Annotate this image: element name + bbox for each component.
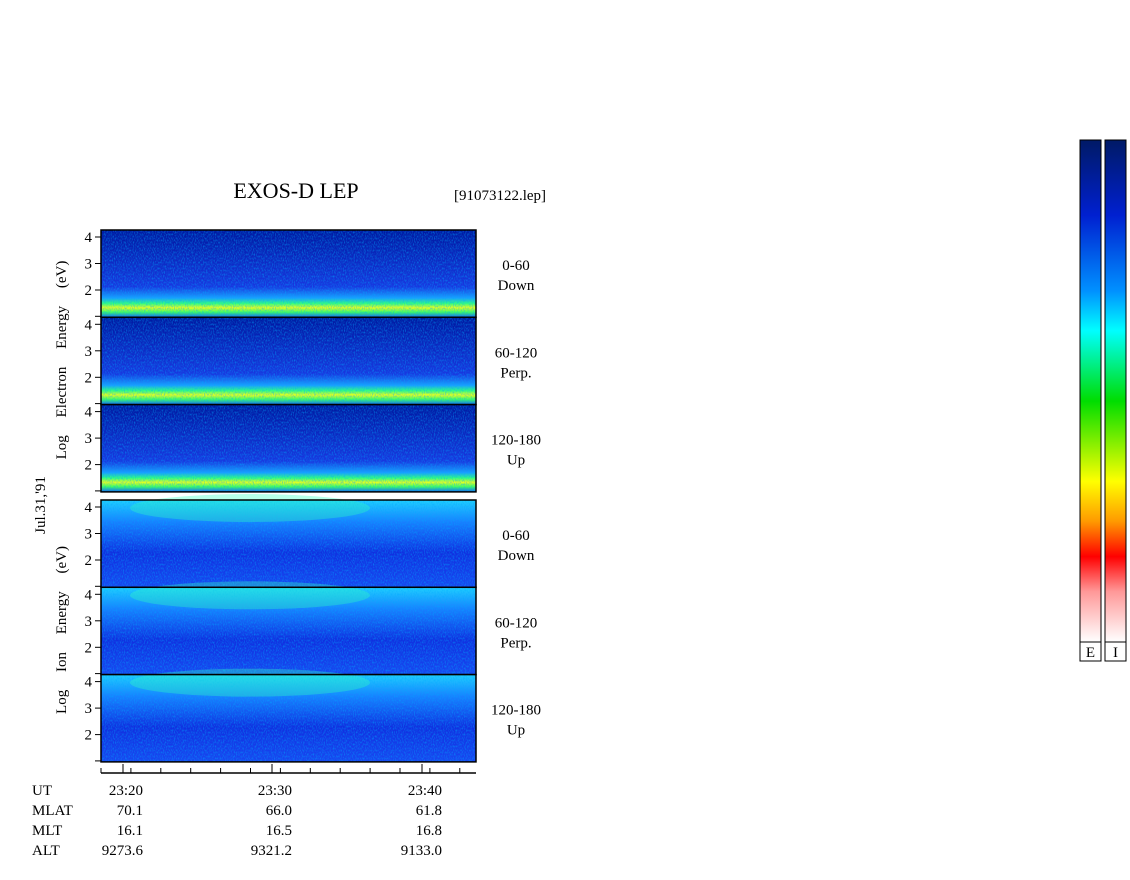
group-label: Log Electron Energy (eV) (54, 261, 70, 460)
panel-angle: 60-120 (495, 345, 538, 361)
panel-frame (100, 673, 477, 763)
ion-beam (130, 668, 370, 697)
y-tick-label: 2 (85, 553, 93, 569)
row-value: 16.1 (117, 823, 143, 839)
panel-angle: 120-180 (491, 703, 541, 719)
y-tick-label: 2 (85, 728, 93, 744)
row-value: 23:40 (408, 783, 442, 799)
row-value: 9321.2 (251, 843, 292, 859)
row-name: UT (32, 783, 52, 799)
row-value: 16.8 (416, 823, 442, 839)
row-value: 9273.6 (102, 843, 144, 859)
ion-beam (130, 494, 370, 522)
title: EXOS-D LEP (233, 178, 358, 203)
row-value: 9133.0 (401, 843, 442, 859)
row-name: MLT (32, 823, 62, 839)
spectrogram-noise (101, 404, 476, 492)
row-name: MLAT (32, 803, 73, 819)
spectrogram-noise (101, 674, 476, 762)
y-tick-label: 3 (85, 701, 93, 717)
panel-direction: Down (498, 548, 535, 564)
y-tick-label: 4 (85, 405, 93, 421)
row-value: 61.8 (416, 803, 442, 819)
spectrogram-noise (101, 500, 476, 588)
file-name: [91073122.lep] (454, 188, 546, 204)
panel-direction: Up (507, 723, 525, 739)
panel-angle: 0-60 (502, 528, 530, 544)
spectrogram-noise (101, 317, 476, 405)
ion-beam (130, 581, 370, 610)
spectrogram-noise (101, 230, 476, 318)
y-tick-label: 4 (85, 500, 93, 516)
y-tick-label: 2 (85, 640, 93, 656)
y-tick-label: 4 (85, 230, 93, 246)
panel-direction: Perp. (500, 365, 531, 381)
row-name: ALT (32, 843, 60, 859)
y-tick-label: 2 (85, 283, 93, 299)
panel-direction: Down (498, 278, 535, 294)
row-value: 16.5 (266, 823, 292, 839)
panel-frame (100, 403, 477, 493)
spectrogram-noise (101, 587, 476, 675)
row-value: 23:30 (258, 783, 292, 799)
row-value: 70.1 (117, 803, 143, 819)
panel-angle: 60-120 (495, 615, 538, 631)
panel-angle: 0-60 (502, 258, 530, 274)
y-tick-label: 4 (85, 587, 93, 603)
y-tick-label: 2 (85, 370, 93, 386)
date: Jul.31,'91 (33, 476, 49, 534)
colorbar (1104, 139, 1127, 643)
panel-direction: Perp. (500, 635, 531, 651)
colorbar-label: I (1113, 645, 1118, 661)
y-tick-label: 4 (85, 317, 93, 333)
y-tick-label: 3 (85, 257, 93, 273)
colorbar-label-box (1079, 641, 1102, 662)
group-label: Log Ion Energy (eV) (54, 546, 70, 714)
panel-angle: 120-180 (491, 433, 541, 449)
y-tick-label: 3 (85, 344, 93, 360)
panel-direction: Up (507, 453, 525, 469)
colorbar-label-box (1104, 641, 1127, 662)
y-tick-label: 3 (85, 614, 93, 630)
colorbar (1079, 139, 1102, 643)
y-tick-label: 3 (85, 527, 93, 543)
row-value: 66.0 (266, 803, 292, 819)
y-tick-label: 4 (85, 675, 93, 691)
colorbar-label: E (1086, 645, 1095, 661)
row-value: 23:20 (109, 783, 143, 799)
y-tick-label: 2 (85, 458, 93, 474)
y-tick-label: 3 (85, 431, 93, 447)
